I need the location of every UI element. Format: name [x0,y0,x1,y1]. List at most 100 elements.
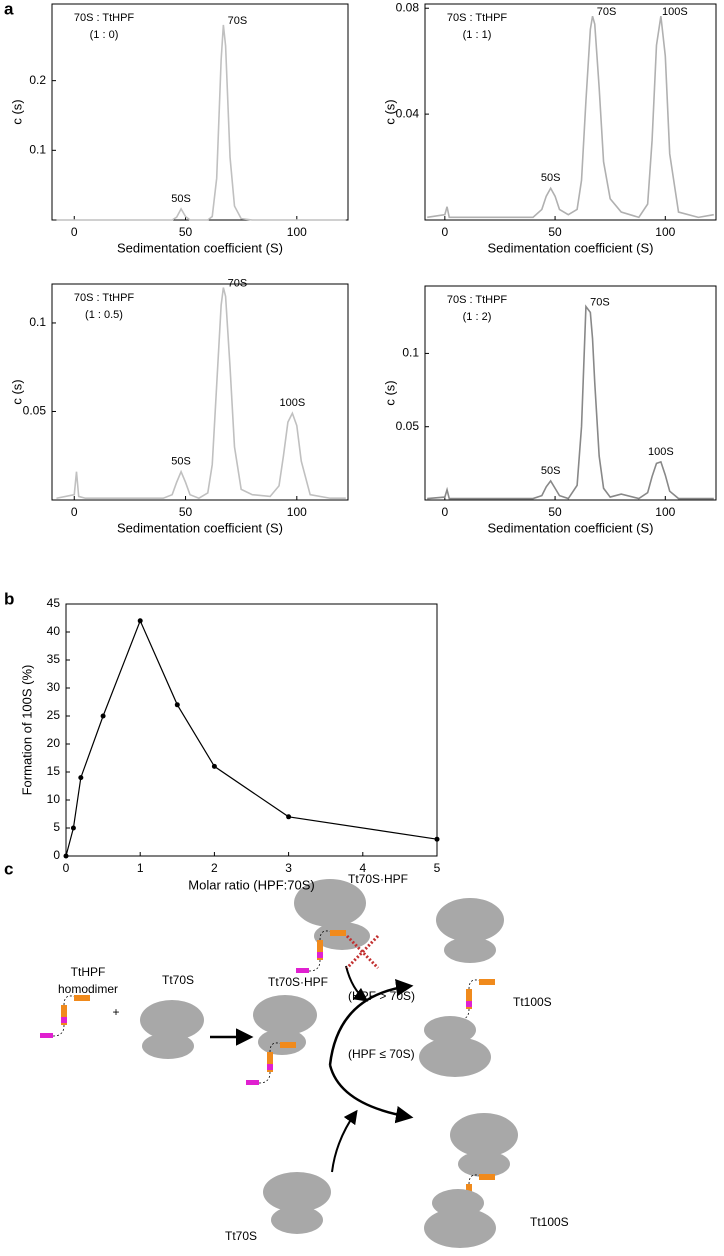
peak-label: 70S [228,277,248,289]
diagram: Tt70S·HPF TtHPF homodimer Tt70S + Tt70S·… [39,872,569,1248]
annotation: 70S : TtHPF [447,294,508,306]
y-tick-label: 35 [47,652,61,666]
ribosome-small [271,1206,323,1234]
y-tick-label: 5 [53,820,60,834]
peak-label: 70S [597,6,617,18]
data-line [56,287,346,500]
y-tick-label: 0.05 [396,419,420,433]
annotation: 70S : TtHPF [74,292,135,304]
ribosome-large [253,995,317,1035]
x-tick-label: 0 [71,505,78,519]
y-tick-label: 0.08 [396,0,420,14]
peak-label: 50S [541,465,561,477]
peak-label: 70S [228,15,248,27]
arrow [328,1064,414,1124]
annotation: 70S : TtHPF [74,12,135,24]
data-point [63,853,69,859]
y-tick-label: 0.1 [29,142,46,156]
data-point [211,763,217,769]
x-tick-label: 2 [211,861,218,875]
label: + [112,1005,119,1019]
y-tick-label: 25 [47,708,61,722]
y-axis-label: Formation of 100S (%) [19,665,34,796]
y-tick-label: 10 [47,792,61,806]
x-tick-label: 100 [655,505,675,519]
panel-label: a [4,0,14,18]
x-axis-label: Sedimentation coefficient (S) [488,240,654,255]
label: homodimer [58,982,118,996]
x-axis-label: Sedimentation coefficient (S) [117,520,283,535]
plot-frame [65,603,438,857]
data-point [434,836,440,842]
arrow [331,1109,358,1173]
panel-label: c [4,859,13,878]
x-tick-label: 1 [137,861,144,875]
y-tick-label: 0 [53,848,60,862]
label: TtHPF [71,965,106,979]
plot-frame [424,3,717,221]
x-axis-label: Sedimentation coefficient (S) [117,240,283,255]
x-axis-label: Sedimentation coefficient (S) [488,520,654,535]
label: Tt100S [513,995,552,1009]
arrow [328,979,414,1066]
hpf [39,994,91,1039]
ribosome-large [436,898,504,942]
x-tick-label: 0 [63,861,70,875]
arrow [345,965,369,1002]
x-tick-label: 100 [287,505,307,519]
y-axis-label: c (s) [382,380,397,405]
label: Tt70S·HPF [268,975,328,989]
x-tick-label: 100 [287,225,307,239]
peak-label: 70S [590,296,610,308]
annotation: (1 : 2) [463,311,492,323]
peak-label: 100S [280,397,306,409]
label: Tt70S [162,973,194,987]
label: (HPF ≤ 70S) [348,1047,415,1061]
data-point [174,702,180,708]
y-axis-label: c (s) [382,99,397,124]
y-tick-label: 0.04 [396,106,420,120]
data-line [56,24,346,221]
peak-label: 50S [541,172,561,184]
y-tick-label: 20 [47,736,61,750]
data-point [137,618,143,624]
y-tick-label: 0.1 [29,315,46,329]
ribosome-large [419,1037,491,1077]
plot-frame [51,283,349,501]
block-mark [345,934,380,970]
ribosome-large [294,879,366,927]
y-tick-label: 0.05 [23,404,47,418]
ribosome-small [458,1151,510,1177]
x-tick-label: 4 [359,861,366,875]
data-point [100,713,106,719]
label: Tt100S [530,1215,569,1229]
x-tick-label: 3 [285,861,292,875]
x-tick-label: 0 [71,225,78,239]
x-tick-label: 0 [441,225,448,239]
peak-label: 100S [662,6,688,18]
peak-label: 50S [171,456,191,468]
ribosome-small [444,937,496,963]
data-line [427,15,714,219]
ribosome-large [424,1208,496,1248]
plot-frame [424,285,717,501]
x-tick-label: 50 [548,505,562,519]
y-axis-label: c (s) [9,379,24,404]
hpf [444,978,496,1023]
x-tick-label: 5 [434,861,441,875]
x-tick-label: 100 [655,225,675,239]
x-tick-label: 50 [179,225,193,239]
data-point [78,775,84,781]
annotation: (1 : 0.5) [85,309,123,321]
annotation: 70S : TtHPF [447,12,508,24]
peak-label: 100S [648,446,674,458]
ribosome-small [424,1016,476,1044]
label: Tt70S [225,1229,257,1243]
label: (HPF > 70S) [348,989,415,1003]
y-axis-label: c (s) [9,99,24,124]
data-point [286,814,292,820]
ribosome-large [263,1172,331,1212]
label: Tt70S·HPF [348,872,408,886]
y-tick-label: 15 [47,764,61,778]
